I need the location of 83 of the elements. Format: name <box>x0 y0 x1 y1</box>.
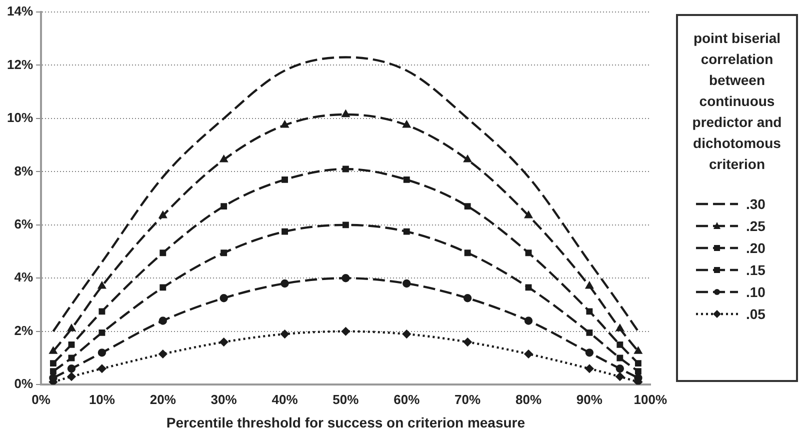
point <box>585 348 594 357</box>
y-tick-label: 6% <box>14 216 34 232</box>
point <box>616 364 624 373</box>
point <box>616 372 624 381</box>
point <box>98 308 106 315</box>
y-tick-label: 4% <box>14 270 34 285</box>
point <box>402 330 411 338</box>
x-tick-label: 90% <box>576 392 603 407</box>
point <box>98 364 106 373</box>
point <box>342 166 349 172</box>
legend-label: .30 <box>746 196 766 212</box>
x-tick-label: 50% <box>332 392 360 407</box>
x-tick-label: 60% <box>394 392 420 407</box>
point <box>585 364 594 373</box>
point <box>634 368 642 375</box>
point <box>50 360 56 367</box>
legend-title: point biserial correlation between continuous predictor and dichotomous criterion <box>691 29 783 174</box>
point <box>616 341 624 348</box>
legend-label: .20 <box>746 240 766 256</box>
point <box>342 274 350 282</box>
x-tick-label: 0% <box>32 392 51 407</box>
point <box>68 354 75 362</box>
point <box>50 347 57 354</box>
y-tick-label: 10% <box>6 110 34 126</box>
x-tick-label: 100% <box>634 392 668 407</box>
x-tick-label: 70% <box>454 392 482 407</box>
point <box>220 250 228 256</box>
y-tick-label: 2% <box>14 322 34 338</box>
legend-label: .10 <box>746 284 766 300</box>
point <box>463 294 472 302</box>
point <box>282 228 288 235</box>
point <box>342 327 350 336</box>
point <box>98 329 106 336</box>
y-tick-label: 14% <box>6 4 34 19</box>
point <box>634 360 642 367</box>
point <box>160 284 166 291</box>
point <box>67 372 76 381</box>
point <box>634 347 642 354</box>
point <box>403 176 410 183</box>
point <box>98 348 106 357</box>
legend-label: .25 <box>746 218 766 234</box>
line-series <box>52 56 640 332</box>
x-tick-label: 30% <box>210 392 238 407</box>
point <box>342 222 349 228</box>
point <box>464 250 471 256</box>
point <box>342 110 350 118</box>
y-tick-label: 8% <box>14 163 34 178</box>
x-tick-label: 40% <box>272 392 298 407</box>
point <box>524 350 533 358</box>
point <box>616 354 624 362</box>
point <box>220 294 228 302</box>
point <box>586 329 593 336</box>
y-tick-label: 12% <box>6 56 34 72</box>
point <box>220 203 228 210</box>
point <box>402 279 411 288</box>
point <box>525 284 532 291</box>
point <box>616 324 624 332</box>
legend-label: .05 <box>746 306 766 322</box>
point <box>524 316 533 325</box>
x-tick-label: 10% <box>88 392 116 407</box>
point <box>67 364 76 373</box>
point <box>158 316 167 325</box>
point <box>220 338 228 346</box>
y-tick-label: 0% <box>14 376 34 392</box>
point <box>280 279 289 288</box>
point <box>68 341 75 348</box>
point <box>160 250 166 256</box>
point <box>50 368 56 375</box>
x-tick-label: 80% <box>515 392 542 407</box>
point <box>68 324 76 332</box>
point <box>525 250 532 256</box>
legend-label: .15 <box>746 262 766 278</box>
x-tick-label: 20% <box>150 392 176 407</box>
point <box>464 203 471 210</box>
point <box>463 338 472 346</box>
point <box>280 330 289 338</box>
x-axis-title: Percentile threshold for success on criterion measure <box>166 414 526 430</box>
point <box>282 176 288 183</box>
point <box>158 350 167 358</box>
point <box>586 308 593 315</box>
point <box>403 228 410 235</box>
point <box>220 156 228 162</box>
point <box>464 156 472 162</box>
